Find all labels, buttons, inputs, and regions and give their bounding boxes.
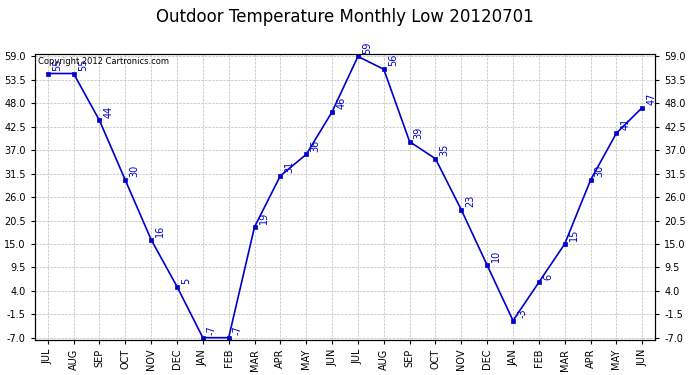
Text: Copyright 2012 Cartronics.com: Copyright 2012 Cartronics.com <box>38 57 169 66</box>
Text: 55: 55 <box>52 58 62 71</box>
Text: 30: 30 <box>130 165 139 177</box>
Text: 16: 16 <box>155 225 166 237</box>
Text: 56: 56 <box>388 54 398 66</box>
Text: Outdoor Temperature Monthly Low 20120701: Outdoor Temperature Monthly Low 20120701 <box>156 8 534 26</box>
Text: 23: 23 <box>466 195 475 207</box>
Text: 44: 44 <box>104 105 114 118</box>
Text: 55: 55 <box>78 58 88 71</box>
Text: -3: -3 <box>518 308 527 318</box>
Text: 39: 39 <box>414 127 424 139</box>
Text: 41: 41 <box>620 118 631 130</box>
Text: 31: 31 <box>284 161 295 173</box>
Text: -7: -7 <box>233 325 243 335</box>
Text: 35: 35 <box>440 144 450 156</box>
Text: 5: 5 <box>181 278 191 284</box>
Text: -7: -7 <box>207 325 217 335</box>
Text: 47: 47 <box>647 93 656 105</box>
Text: 46: 46 <box>336 97 346 109</box>
Text: 36: 36 <box>310 140 320 152</box>
Text: 19: 19 <box>259 212 268 224</box>
Text: 30: 30 <box>595 165 604 177</box>
Text: 15: 15 <box>569 229 579 241</box>
Text: 59: 59 <box>362 41 372 54</box>
Text: 10: 10 <box>491 250 502 262</box>
Text: 6: 6 <box>543 273 553 279</box>
